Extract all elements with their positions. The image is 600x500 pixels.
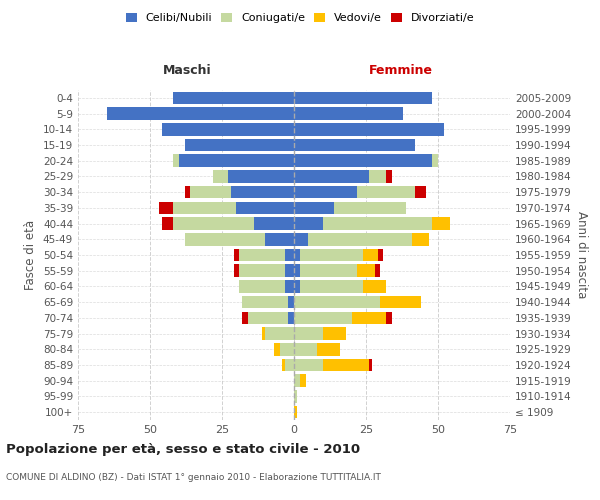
Bar [374, 264, 380, 277]
Bar [294, 328, 323, 340]
Bar [173, 92, 294, 104]
Bar [294, 390, 297, 402]
Text: Maschi: Maschi [163, 64, 212, 77]
Bar [239, 280, 286, 292]
Bar [294, 280, 300, 292]
Bar [377, 248, 383, 262]
Bar [300, 264, 358, 277]
Bar [239, 264, 286, 277]
Bar [265, 328, 294, 340]
Bar [288, 312, 294, 324]
Bar [308, 233, 412, 245]
Bar [280, 343, 294, 355]
Bar [317, 343, 340, 355]
Bar [236, 202, 294, 214]
Bar [294, 374, 300, 387]
Text: Femmine: Femmine [368, 64, 433, 77]
Bar [363, 280, 386, 292]
Bar [242, 296, 288, 308]
Bar [294, 123, 444, 136]
Bar [294, 343, 317, 355]
Bar [242, 312, 248, 324]
Bar [294, 406, 297, 418]
Legend: Celibi/Nubili, Coniugati/e, Vedovi/e, Divorziati/e: Celibi/Nubili, Coniugati/e, Vedovi/e, Di… [124, 10, 476, 26]
Bar [294, 296, 380, 308]
Bar [432, 218, 449, 230]
Bar [230, 186, 294, 198]
Bar [432, 154, 438, 167]
Bar [248, 312, 288, 324]
Bar [412, 233, 430, 245]
Bar [286, 248, 294, 262]
Bar [185, 186, 190, 198]
Text: COMUNE DI ALDINO (BZ) - Dati ISTAT 1° gennaio 2010 - Elaborazione TUTTITALIA.IT: COMUNE DI ALDINO (BZ) - Dati ISTAT 1° ge… [6, 472, 381, 482]
Bar [358, 264, 374, 277]
Bar [386, 312, 392, 324]
Bar [363, 248, 377, 262]
Bar [286, 280, 294, 292]
Bar [254, 218, 294, 230]
Bar [294, 233, 308, 245]
Bar [185, 138, 294, 151]
Bar [294, 92, 432, 104]
Bar [286, 358, 294, 372]
Bar [300, 248, 363, 262]
Bar [294, 186, 358, 198]
Bar [294, 248, 300, 262]
Bar [286, 264, 294, 277]
Bar [300, 374, 305, 387]
Bar [214, 170, 228, 182]
Bar [294, 108, 403, 120]
Bar [283, 358, 286, 372]
Bar [179, 154, 294, 167]
Bar [358, 186, 415, 198]
Bar [161, 218, 173, 230]
Bar [185, 233, 265, 245]
Bar [415, 186, 427, 198]
Text: Popolazione per età, sesso e stato civile - 2010: Popolazione per età, sesso e stato civil… [6, 442, 360, 456]
Bar [294, 154, 432, 167]
Bar [294, 170, 369, 182]
Bar [386, 170, 392, 182]
Bar [161, 123, 294, 136]
Bar [233, 264, 239, 277]
Bar [173, 154, 179, 167]
Bar [323, 328, 346, 340]
Bar [294, 312, 352, 324]
Bar [294, 264, 300, 277]
Bar [228, 170, 294, 182]
Bar [369, 170, 386, 182]
Bar [369, 358, 372, 372]
Bar [265, 233, 294, 245]
Bar [323, 358, 369, 372]
Bar [334, 202, 406, 214]
Bar [380, 296, 421, 308]
Bar [294, 358, 323, 372]
Bar [239, 248, 286, 262]
Bar [107, 108, 294, 120]
Bar [173, 202, 236, 214]
Bar [190, 186, 230, 198]
Bar [262, 328, 265, 340]
Bar [274, 343, 280, 355]
Bar [294, 218, 323, 230]
Y-axis label: Fasce di età: Fasce di età [25, 220, 37, 290]
Bar [158, 202, 173, 214]
Y-axis label: Anni di nascita: Anni di nascita [575, 212, 588, 298]
Bar [288, 296, 294, 308]
Bar [323, 218, 432, 230]
Bar [294, 138, 415, 151]
Bar [352, 312, 386, 324]
Bar [173, 218, 254, 230]
Bar [294, 202, 334, 214]
Bar [300, 280, 363, 292]
Bar [233, 248, 239, 262]
